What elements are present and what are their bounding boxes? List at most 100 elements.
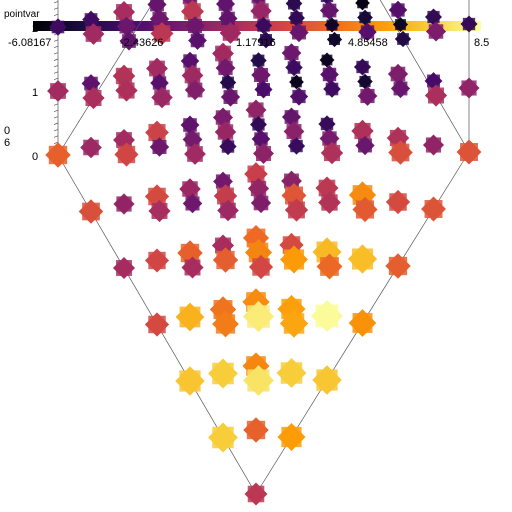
glyph (114, 142, 139, 167)
glyph (253, 143, 274, 164)
glyph (184, 79, 206, 101)
axis-tick (53, 135, 59, 138)
glyph (113, 193, 135, 215)
glyph (119, 31, 139, 51)
glyph (177, 240, 203, 266)
glyph (242, 300, 275, 333)
axis-tick (53, 122, 59, 125)
glyph (277, 422, 306, 452)
axis-tick (53, 109, 59, 113)
glyph (326, 31, 343, 48)
glyph (458, 77, 480, 99)
axis-tick (53, 39, 59, 42)
glyph (248, 254, 274, 280)
glyph (245, 99, 267, 121)
glyph (175, 302, 205, 332)
glyph (184, 143, 206, 165)
glyph (213, 184, 238, 208)
glyph (212, 310, 239, 338)
glyph (244, 482, 268, 506)
glyph (385, 253, 411, 279)
glyph (456, 139, 482, 165)
axis-tick (53, 141, 59, 145)
glyph (357, 86, 378, 106)
glyph (250, 116, 267, 133)
glyph (315, 176, 339, 200)
glyph (320, 141, 344, 165)
glyph (250, 52, 267, 69)
glyph (219, 22, 242, 44)
glyph (212, 247, 239, 273)
glyph (150, 73, 169, 93)
glyph (254, 80, 273, 99)
glyph (208, 422, 238, 453)
glyph-layer (45, 0, 482, 506)
glyph (82, 10, 100, 29)
glyph (217, 199, 239, 222)
axis-tick (53, 116, 59, 119)
glyph (279, 309, 309, 338)
glyph (385, 189, 411, 215)
glyph (358, 22, 377, 42)
glyph (188, 31, 207, 50)
axis-tick (53, 129, 59, 132)
glyph (219, 74, 237, 91)
glyph (219, 137, 237, 156)
glyph (318, 115, 336, 133)
glyph (311, 300, 343, 332)
glyph (289, 22, 309, 43)
glyph (251, 65, 271, 85)
glyph (355, 135, 375, 156)
axis-tick (53, 77, 59, 81)
glyph (280, 245, 308, 274)
glyph (347, 244, 378, 274)
glyph (319, 128, 340, 149)
glyph (421, 196, 446, 222)
glyph (179, 178, 201, 200)
glyph (213, 171, 233, 192)
glyph (116, 16, 137, 37)
glyph (283, 121, 305, 142)
glyph (390, 78, 411, 99)
axis-tick (53, 65, 59, 68)
glyph (288, 9, 305, 27)
colorbar-tick-0: -6.08167 (8, 37, 52, 49)
glyph (394, 30, 412, 48)
glyph (323, 80, 341, 98)
glyph (112, 0, 136, 24)
glyph (49, 18, 67, 36)
glyph (220, 87, 241, 107)
glyph (181, 0, 204, 23)
glyph (348, 309, 377, 337)
glyph (424, 72, 443, 90)
glyph (460, 15, 478, 33)
glyph (316, 253, 343, 280)
glyph (148, 199, 171, 223)
axis-tick (53, 13, 59, 17)
glyph (425, 21, 447, 42)
glyph (81, 74, 101, 93)
glyph (112, 256, 136, 280)
corner-axis-label: 6 (4, 137, 10, 149)
glyph (214, 121, 237, 143)
colorbar-tick-3: 4.85458 (348, 37, 388, 49)
glyph (216, 0, 235, 14)
glyph (312, 365, 342, 395)
glyph (180, 115, 200, 135)
glyph (208, 358, 238, 389)
glyph (181, 64, 204, 87)
glyph (289, 74, 304, 90)
glyph (144, 248, 170, 273)
colorbar-tick-1: -2.43626 (120, 37, 164, 49)
glyph (182, 193, 203, 214)
glyph (285, 58, 303, 77)
glyph (320, 0, 334, 5)
glyph (151, 86, 173, 109)
left-axis-tick-label: 0 (32, 151, 38, 163)
glyph (82, 23, 105, 45)
glyph (149, 9, 170, 29)
glyph (250, 0, 272, 22)
glyph (243, 417, 269, 443)
